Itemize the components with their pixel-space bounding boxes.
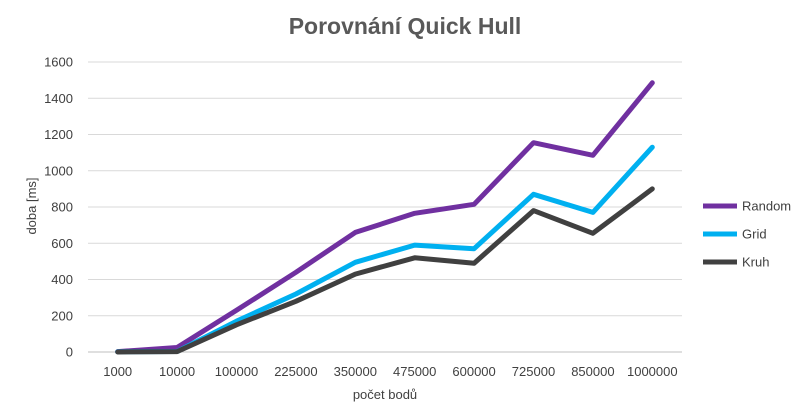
- x-axis-title: počet bodů: [353, 387, 417, 402]
- x-tick-label: 475000: [393, 364, 436, 379]
- series-line-grid: [115, 144, 655, 355]
- legend-label: Kruh: [742, 255, 769, 270]
- series-lines: [115, 80, 655, 355]
- y-tick-label: 1600: [44, 55, 73, 70]
- y-tick-label: 400: [51, 272, 73, 287]
- y-tick-label: 200: [51, 308, 73, 323]
- y-tick-label: 1200: [44, 127, 73, 142]
- y-tick-label: 1400: [44, 91, 73, 106]
- x-tick-label: 850000: [571, 364, 614, 379]
- y-axis-title: doba [ms]: [24, 177, 39, 234]
- x-tick-label: 100000: [215, 364, 258, 379]
- x-tick-label: 10000: [159, 364, 195, 379]
- y-tick-label: 800: [51, 200, 73, 215]
- legend-label: Grid: [742, 227, 767, 242]
- x-axis: 1000 10000 100000 225000 350000 475000 600000 7…: [88, 351, 682, 379]
- y-tick-label: 600: [51, 236, 73, 251]
- legend: Random Grid Kruh: [703, 199, 791, 270]
- x-tick-label: 600000: [452, 364, 495, 379]
- x-tick-label: 350000: [334, 364, 377, 379]
- series-line-kruh: [115, 186, 655, 355]
- series-line-random: [115, 80, 655, 355]
- x-tick-label: 1000: [103, 364, 132, 379]
- y-tick-label: 1000: [44, 163, 73, 178]
- x-tick-label: 725000: [512, 364, 555, 379]
- x-tick-label: 225000: [274, 364, 317, 379]
- legend-label: Random: [742, 199, 791, 214]
- legend-item-random: Random: [703, 199, 791, 214]
- x-tick-label: 1000000: [627, 364, 678, 379]
- y-tick-label: 0: [66, 345, 73, 360]
- gridlines: [88, 61, 682, 317]
- legend-item-grid: Grid: [703, 227, 767, 242]
- legend-item-kruh: Kruh: [703, 255, 769, 270]
- chart-title: Porovnání Quick Hull: [289, 13, 522, 39]
- y-axis: 0 200 400 600 800 1000 1200 1400 1600: [44, 55, 73, 360]
